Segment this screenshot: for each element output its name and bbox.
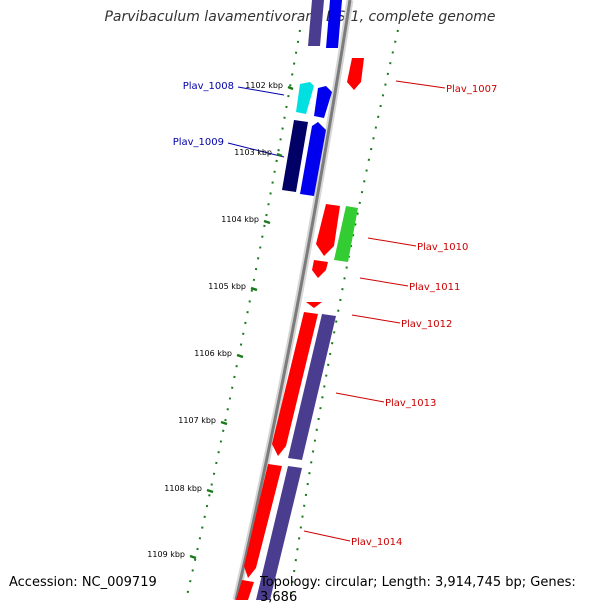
major-tick — [220, 420, 228, 426]
gene-label-plav-1009: Plav_1009 — [173, 137, 224, 148]
leader-plav-1007 — [395, 80, 446, 89]
feature-top-purple — [308, 0, 324, 46]
tick-label: 1103 kbp — [234, 148, 272, 157]
gene-shape-plav-1009b — [300, 122, 326, 196]
gene-label-plav-1013: Plav_1013 — [385, 398, 436, 409]
tick-label: 1108 kbp — [164, 484, 202, 493]
gene-shape-plav-1012 — [306, 302, 322, 308]
gene-label-plav-1012: Plav_1012 — [401, 319, 452, 330]
topology-text: Topology: circular; Length: 3,914,745 bp… — [260, 575, 576, 605]
leader-plav-1011 — [359, 277, 409, 287]
gene-shape-bottom-red — [236, 580, 254, 600]
leader-plav-1013 — [335, 392, 385, 403]
gene-shape-plav-1011 — [312, 260, 328, 278]
leader-plav-1010 — [367, 237, 417, 247]
major-tick — [206, 488, 214, 494]
leader-plav-1014 — [303, 530, 351, 542]
major-tick — [189, 554, 197, 560]
gene-shape-plav-1008b — [314, 86, 332, 118]
gene-label-plav-1008: Plav_1008 — [183, 81, 234, 92]
tick-label: 1107 kbp — [178, 416, 216, 425]
gene-shape-plav-1013b — [272, 312, 318, 456]
tick-label: 1109 kbp — [147, 550, 185, 559]
gene-shape-plav-1014b — [244, 464, 282, 578]
tick-label: 1104 kbp — [221, 215, 259, 224]
genome-title: Parvibaculum lavamentivorans DS-1, compl… — [104, 9, 496, 25]
tick-label: 1106 kbp — [194, 349, 232, 358]
major-tick — [250, 286, 258, 292]
accession-text: Accession: NC_009719 — [9, 575, 157, 590]
major-tick — [236, 353, 244, 359]
gene-shape-plav-1009 — [282, 120, 308, 192]
gene-shape-plav-1008 — [296, 82, 314, 114]
leader-plav-1012 — [351, 314, 401, 324]
leader-plav-1009 — [227, 142, 285, 158]
gene-label-plav-1007: Plav_1007 — [446, 84, 497, 95]
tick-label: 1105 kbp — [208, 282, 246, 291]
feature-top-blue — [326, 0, 342, 48]
tick-label: 1102 kbp — [245, 81, 283, 90]
major-tick — [287, 85, 294, 91]
gene-shape-plav-1010 — [334, 206, 358, 262]
gene-shape-plav-1013 — [288, 314, 336, 460]
gene-shape-plav-1014 — [256, 466, 302, 600]
gene-shape-plav-1010b — [316, 204, 340, 256]
backbone — [234, 0, 352, 600]
gene-shape-plav-1007 — [347, 58, 364, 90]
gene-label-plav-1011: Plav_1011 — [409, 282, 460, 293]
gene-label-plav-1014: Plav_1014 — [351, 537, 402, 548]
gene-label-plav-1010: Plav_1010 — [417, 242, 468, 253]
major-tick — [263, 219, 271, 225]
major-tick — [276, 152, 283, 158]
leader-plav-1008 — [237, 86, 285, 96]
